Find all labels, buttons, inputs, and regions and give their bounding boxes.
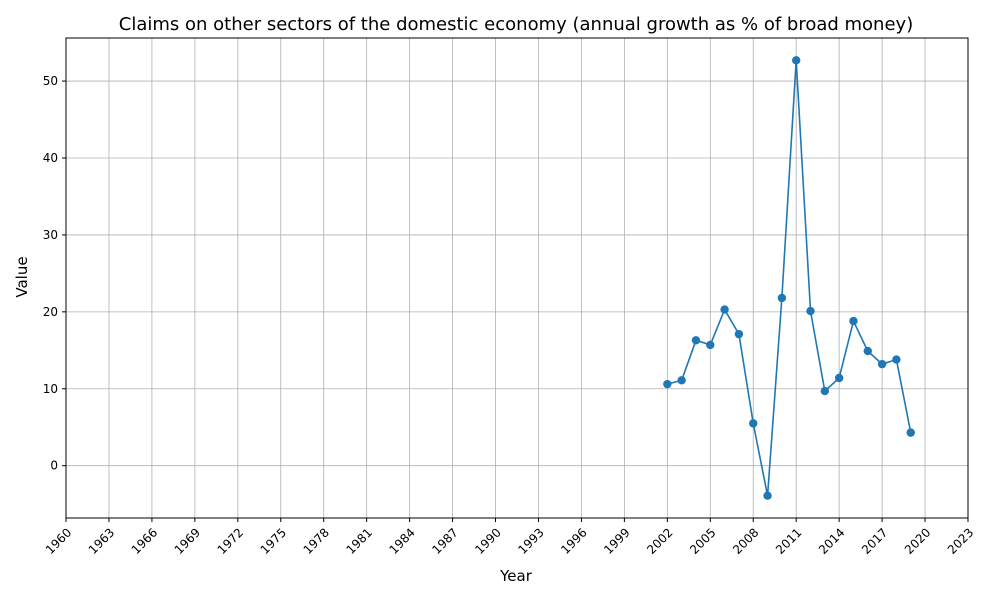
chart-title: Claims on other sectors of the domestic … <box>119 14 913 35</box>
data-point <box>763 491 772 500</box>
data-point <box>663 379 672 389</box>
y-tick-label: 50 <box>43 74 58 88</box>
data-point <box>706 340 715 350</box>
y-tick-label: 20 <box>43 305 58 319</box>
data-point <box>749 419 758 428</box>
data-point <box>720 305 729 314</box>
data-point <box>892 355 901 364</box>
y-tick-label: 30 <box>43 228 58 242</box>
data-point <box>677 376 686 385</box>
data-point <box>877 359 887 369</box>
series-layer <box>663 56 915 500</box>
y-tick-label: 40 <box>43 151 58 165</box>
data-point <box>806 306 815 316</box>
y-axis: 0 10 20 30 40 50 <box>43 74 66 473</box>
data-point <box>777 293 787 303</box>
data-point <box>734 329 744 339</box>
data-point <box>863 346 872 356</box>
plot-frame <box>65 37 969 519</box>
data-point <box>791 56 801 65</box>
data-point <box>834 373 844 383</box>
x-axis-label: Year <box>499 567 533 585</box>
data-point <box>906 428 915 437</box>
y-tick-label: 0 <box>50 459 58 473</box>
data-point <box>820 386 830 396</box>
y-tick-label: 10 <box>43 382 58 396</box>
grid <box>65 38 969 518</box>
y-axis-label: Value <box>13 256 31 297</box>
data-point <box>849 316 858 326</box>
data-point <box>691 336 701 345</box>
